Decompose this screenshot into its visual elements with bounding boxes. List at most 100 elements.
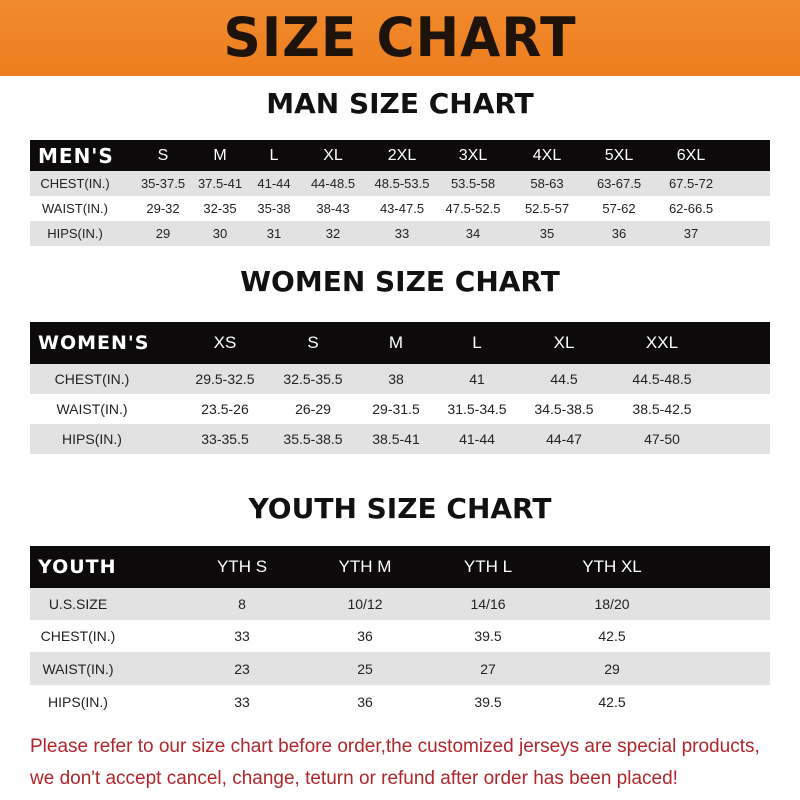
size-header: S xyxy=(307,333,319,352)
women-header-row: WOMEN'S XS S M L XL XXL xyxy=(30,322,770,364)
measure-label: WAIST(IN.) xyxy=(56,401,128,417)
size-header: 4XL xyxy=(532,146,562,164)
measure-value: 47-50 xyxy=(644,431,680,447)
table-label: WOMEN'S xyxy=(38,332,150,354)
measure-value: 33 xyxy=(394,226,410,241)
youth-chart-title: YOUTH SIZE CHART xyxy=(248,492,552,525)
size-header: 3XL xyxy=(458,146,488,164)
measure-label: HIPS(IN.) xyxy=(47,226,103,241)
measure-value: 32.5-35.5 xyxy=(283,371,343,387)
measure-value: 67.5-72 xyxy=(668,176,714,191)
measure-value: 36 xyxy=(357,628,373,644)
size-header: XL xyxy=(323,146,343,164)
measure-value: 8 xyxy=(238,596,246,612)
banner-title: SIZE CHART xyxy=(223,6,577,70)
table-label: MEN'S xyxy=(38,143,114,168)
measure-value: 23.5-26 xyxy=(201,401,249,417)
measure-value: 33 xyxy=(234,693,250,710)
measure-value: 42.5 xyxy=(598,628,626,644)
measure-value: 29-31.5 xyxy=(372,401,420,417)
measure-value: 32-35 xyxy=(203,201,237,216)
size-header: M xyxy=(388,333,404,352)
measure-value: 47.5-52.5 xyxy=(445,201,501,216)
size-header: YTH XL xyxy=(582,557,642,576)
measure-label: HIPS(IN.) xyxy=(48,693,108,710)
banner: SIZE CHART xyxy=(0,0,800,76)
measure-value: 42.5 xyxy=(598,693,626,710)
measure-value: 23 xyxy=(234,660,250,677)
measure-value: 29 xyxy=(155,226,171,241)
disclaimer: Please refer to our size chart before or… xyxy=(30,731,790,795)
size-header: M xyxy=(213,146,227,164)
table-row: U.S.SIZE 8 10/12 14/16 18/20 xyxy=(30,588,770,620)
measure-value: 53.5-58 xyxy=(450,176,496,191)
measure-label: CHEST(IN.) xyxy=(54,371,130,387)
men-header-row: MEN'S S M L XL 2XL 3XL 4XL 5XL 6XL xyxy=(30,140,770,171)
measure-label: WAIST(IN.) xyxy=(42,660,114,677)
measure-value: 58-63 xyxy=(530,176,564,191)
men-size-table: MEN'S S M L XL 2XL 3XL 4XL 5XL 6XL CHEST(IN.) 35-37… xyxy=(30,140,770,246)
measure-label: CHEST(IN.) xyxy=(40,176,110,191)
measure-label: CHEST(IN.) xyxy=(40,628,116,644)
measure-value: 35 xyxy=(539,226,555,241)
measure-value: 30 xyxy=(212,226,228,241)
measure-value: 44-47 xyxy=(546,431,582,447)
measure-value: 36 xyxy=(611,226,627,241)
measure-value: 44.5-48.5 xyxy=(632,371,692,387)
measure-value: 29-32 xyxy=(146,201,180,216)
women-chart-title: WOMEN SIZE CHART xyxy=(240,265,560,298)
measure-value: 35-37.5 xyxy=(140,176,186,191)
measure-value: 29.5-32.5 xyxy=(195,371,255,387)
table-row: WAIST(IN.) 23 25 27 29 xyxy=(30,652,770,685)
measure-value: 37 xyxy=(683,226,699,241)
measure-value: 18/20 xyxy=(594,596,630,612)
youth-size-table: YOUTH YTH S YTH M YTH L YTH XL U.S.SIZE 8 10/12… xyxy=(30,546,770,718)
measure-value: 52.5-57 xyxy=(524,201,570,216)
table-row: HIPS(IN.) 33 36 39.5 42.5 xyxy=(30,685,770,718)
size-header: XXL xyxy=(645,333,679,352)
size-header: L xyxy=(472,333,482,352)
table-row: CHEST(IN.) 35-37.5 37.5-41 41-44 44-48.5 48.5… xyxy=(30,171,770,196)
measure-value: 44.5 xyxy=(550,371,578,387)
table-label: YOUTH xyxy=(38,556,117,578)
measure-label: U.S.SIZE xyxy=(48,596,108,612)
measure-value: 39.5 xyxy=(474,693,502,710)
size-header: L xyxy=(269,146,279,164)
measure-value: 44-48.5 xyxy=(310,176,356,191)
measure-value: 34.5-38.5 xyxy=(534,401,594,417)
size-header: YTH M xyxy=(338,557,392,576)
measure-value: 48.5-53.5 xyxy=(374,176,430,191)
measure-value: 41-44 xyxy=(459,431,495,447)
size-header: XS xyxy=(213,333,237,352)
measure-value: 39.5 xyxy=(474,628,502,644)
table-row: WAIST(IN.) 23.5-26 26-29 29-31.5 31.5-34.5 34… xyxy=(30,394,770,424)
measure-value: 35.5-38.5 xyxy=(283,431,343,447)
measure-value: 38 xyxy=(388,371,404,387)
table-row: CHEST(IN.) 33 36 39.5 42.5 xyxy=(30,620,770,652)
size-header: 5XL xyxy=(604,146,634,164)
table-row: HIPS(IN.) 33-35.5 35.5-38.5 38.5-41 41-44 44-… xyxy=(30,424,770,454)
size-header: XL xyxy=(553,333,575,352)
measure-value: 33-35.5 xyxy=(201,431,249,447)
measure-value: 33 xyxy=(234,628,250,644)
measure-value: 29 xyxy=(604,660,620,677)
measure-value: 31 xyxy=(266,226,282,241)
table-row: WAIST(IN.) 29-32 32-35 35-38 38-43 43-47.5 47.… xyxy=(30,196,770,221)
measure-value: 34 xyxy=(465,226,481,241)
table-row: HIPS(IN.) 29 30 31 32 33 34 35 36 37 xyxy=(30,221,770,246)
disclaimer-line-2: we don't accept cancel, change, teturn o… xyxy=(30,768,678,789)
measure-value: 26-29 xyxy=(295,401,331,417)
size-header: 6XL xyxy=(676,146,706,164)
size-header: S xyxy=(157,146,169,164)
youth-header-row: YOUTH YTH S YTH M YTH L YTH XL xyxy=(30,546,770,588)
measure-value: 31.5-34.5 xyxy=(447,401,507,417)
measure-value: 62-66.5 xyxy=(668,201,714,216)
measure-value: 38.5-41 xyxy=(372,431,420,447)
size-header: YTH S xyxy=(216,557,268,576)
size-header: 2XL xyxy=(387,146,417,164)
measure-value: 10/12 xyxy=(347,596,383,612)
measure-value: 43-47.5 xyxy=(379,201,425,216)
measure-value: 25 xyxy=(357,660,373,677)
measure-value: 38.5-42.5 xyxy=(632,401,692,417)
disclaimer-line-1: Please refer to our size chart before or… xyxy=(30,736,760,757)
